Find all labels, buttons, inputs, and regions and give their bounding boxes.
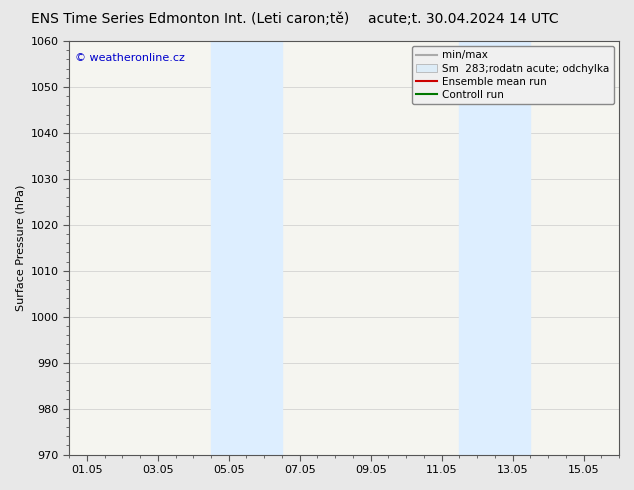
Y-axis label: Surface Pressure (hPa): Surface Pressure (hPa): [15, 185, 25, 311]
Text: © weatheronline.cz: © weatheronline.cz: [75, 53, 184, 64]
Bar: [211, 41, 282, 455]
Text: ENS Time Series Edmonton Int. (Leti caron;tě): ENS Time Series Edmonton Int. (Leti caro…: [31, 12, 349, 26]
Legend: min/max, Sm  283;rodatn acute; odchylka, Ensemble mean run, Controll run: min/max, Sm 283;rodatn acute; odchylka, …: [412, 46, 614, 104]
Text: acute;t. 30.04.2024 14 UTC: acute;t. 30.04.2024 14 UTC: [368, 12, 558, 26]
Bar: [460, 41, 530, 455]
